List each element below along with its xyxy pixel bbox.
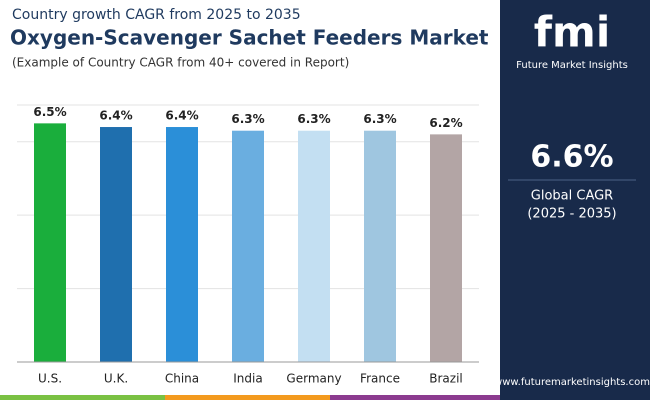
- bar: [166, 127, 198, 363]
- kicker: Country growth CAGR from 2025 to 2035: [12, 7, 301, 23]
- website: www.futuremarketinsights.com: [494, 377, 650, 388]
- x-tick-label: France: [360, 372, 400, 386]
- x-tick-label: U.S.: [38, 372, 62, 386]
- logo: fmi: [534, 8, 610, 57]
- value-label: 6.3%: [363, 112, 396, 126]
- footer-stripe: [165, 395, 330, 400]
- value-label: 6.3%: [231, 112, 264, 126]
- footer-stripe: [500, 395, 650, 400]
- footer-stripe: [330, 395, 500, 400]
- x-tick-label: Brazil: [429, 372, 463, 386]
- value-label: 6.3%: [297, 112, 330, 126]
- value-label: 6.4%: [99, 109, 132, 123]
- chart-title: Oxygen-Scavenger Sachet Feeders Market: [10, 26, 489, 50]
- global-label: Global CAGR: [531, 189, 613, 204]
- bar: [34, 123, 66, 362]
- value-label: 6.4%: [165, 109, 198, 123]
- bar: [100, 127, 132, 363]
- global-value: 6.6%: [530, 140, 613, 175]
- footer-stripe: [0, 395, 165, 400]
- bar: [364, 130, 396, 362]
- side-panel: [500, 0, 650, 400]
- x-tick-label: China: [165, 372, 199, 386]
- bar: [232, 130, 264, 362]
- period: (2025 - 2035): [527, 207, 616, 222]
- x-tick-label: U.K.: [104, 372, 128, 386]
- x-tick-label: India: [233, 372, 262, 386]
- subtitle: (Example of Country CAGR from 40+ covere…: [12, 56, 349, 70]
- bar: [430, 134, 462, 362]
- value-label: 6.2%: [429, 116, 462, 130]
- bar: [298, 130, 330, 362]
- value-label: 6.5%: [33, 105, 66, 119]
- x-tick-label: Germany: [286, 372, 341, 386]
- brand: Future Market Insights: [516, 60, 628, 71]
